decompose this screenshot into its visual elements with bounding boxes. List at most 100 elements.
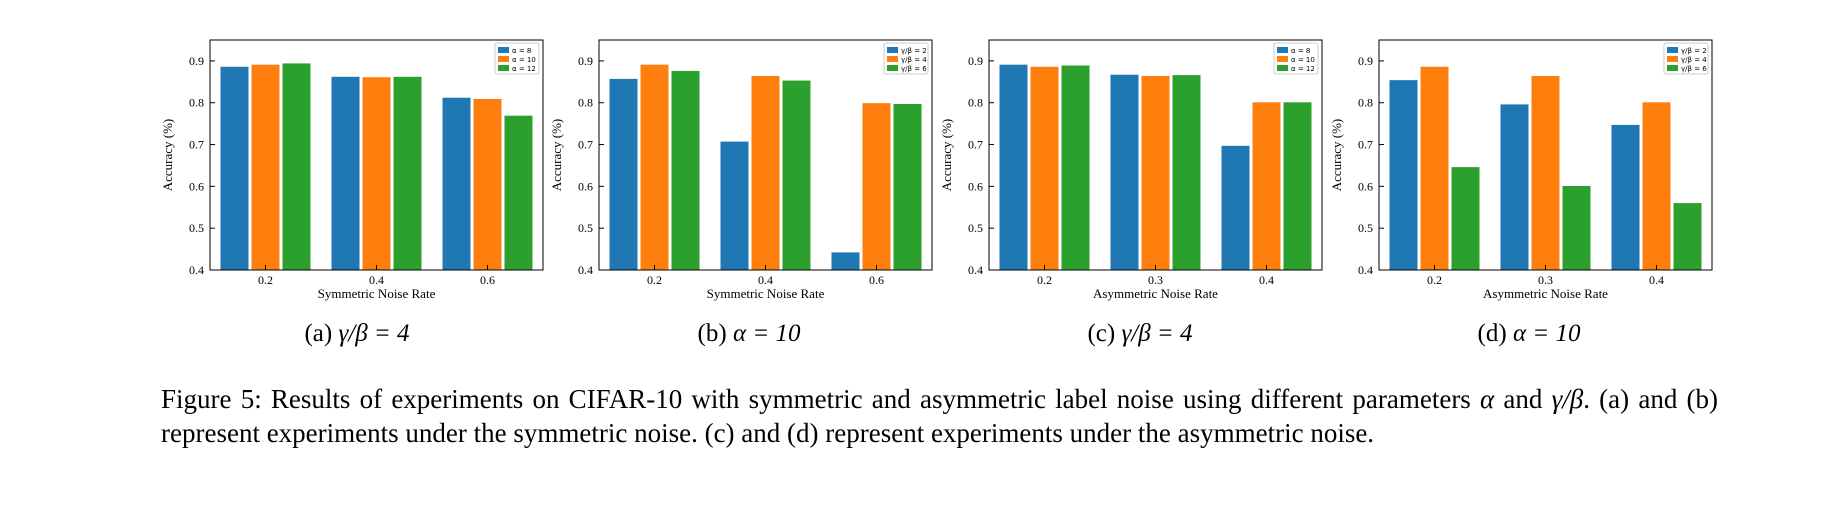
subcaption-a-math: γ/β = 4 [338,320,410,347]
xtick-label-b-0.4: 0.4 [758,273,773,287]
ytick-label-d-0.5: 0.5 [1358,221,1373,235]
bar-a-s1-0.4 [331,76,360,270]
x-axis-label-a: Symmetric Noise Rate [318,286,436,301]
ytick-label-d-0.4: 0.4 [1358,263,1373,277]
bar-d-s3-0.2 [1451,167,1480,270]
legend-label-d-2: γ/β = 4 [1681,56,1707,64]
legend-swatch-a-3 [498,65,509,71]
bar-b-s2-0.6 [862,103,891,271]
xtick-label-d-0.4: 0.4 [1649,273,1664,287]
bar-d-s3-0.3 [1562,185,1591,270]
ytick-label-c-0.6: 0.6 [968,179,983,193]
legend-d: γ/β = 2γ/β = 4γ/β = 6 [1663,42,1709,75]
y-axis-label-c: Accuracy (%) [939,119,954,192]
legend-swatch-d-1 [1667,47,1678,53]
subcaption-c-math: γ/β = 4 [1121,320,1193,347]
y-axis-label-a: Accuracy (%) [160,119,175,192]
bar-a-s2-0.4 [362,77,391,270]
xtick-label-c-0.3: 0.3 [1148,273,1163,287]
ytick-label-a-0.5: 0.5 [189,221,204,235]
legend-label-c-3: α = 12 [1291,65,1315,73]
bar-b-s1-0.2 [609,78,638,271]
bar-b-s3-0.6 [893,103,922,271]
y-axis-label-d: Accuracy (%) [1329,119,1344,192]
legend-a: α = 8α = 10α = 12 [494,42,540,75]
xtick-label-a-0.6: 0.6 [480,273,495,287]
ytick-label-a-0.9: 0.9 [189,54,204,68]
caption-part-3: . (a) and (b) represent experiments unde… [161,384,1719,448]
ytick-label-a-0.6: 0.6 [189,179,204,193]
subcaption-d: (d) α = 10 [1359,320,1699,348]
legend-swatch-d-3 [1667,65,1678,71]
xtick-label-b-0.6: 0.6 [869,273,884,287]
caption-math-gamma-beta: γ/β [1551,384,1584,414]
legend-swatch-c-2 [1277,56,1288,62]
caption-part-2: and [1494,384,1552,414]
bar-c-s2-0.4 [1252,102,1281,271]
legend-label-b-2: γ/β = 4 [901,56,927,64]
legend-swatch-a-2 [498,56,509,62]
xtick-label-d-0.3: 0.3 [1538,273,1553,287]
bar-c-s3-0.4 [1283,102,1312,271]
caption-math-alpha: α [1480,384,1495,414]
bar-b-s1-0.6 [831,252,860,270]
charts-canvas: 0.4 0.5 0.6 0.7 0.8 0.9 0.2 0.4 0.6 Symmetric Noi… [160,39,1713,301]
legend-label-a-1: α = 8 [512,47,531,55]
legend-label-a-2: α = 10 [512,56,536,64]
ytick-label-c-0.5: 0.5 [968,221,983,235]
legend-swatch-a-1 [498,47,509,53]
legend-swatch-b-1 [887,47,898,53]
ytick-label-b-0.6: 0.6 [578,179,593,193]
bar-a-s3-0.6 [504,115,533,270]
bar-a-s3-0.2 [282,63,311,270]
bar-d-s1-0.3 [1500,104,1529,271]
ytick-label-b-0.7: 0.7 [578,138,593,152]
bar-d-s2-0.4 [1642,102,1671,271]
bar-b-s1-0.4 [720,141,749,270]
ytick-label-c-0.4: 0.4 [968,263,983,277]
bar-a-s1-0.6 [442,97,471,270]
bar-c-s2-0.3 [1141,75,1170,270]
legend-swatch-b-3 [887,65,898,71]
legend-label-a-3: α = 12 [512,65,536,73]
ytick-label-b-0.4: 0.4 [578,263,593,277]
ytick-label-a-0.4: 0.4 [189,263,204,277]
chart-d: 0.4 0.5 0.6 0.7 0.8 0.9 0.2 0.3 0.4 Asymmetric No… [1329,39,1713,301]
bar-c-s2-0.2 [1030,66,1059,270]
xtick-label-a-0.2: 0.2 [258,273,273,287]
legend-label-c-1: α = 8 [1291,47,1310,55]
bar-c-s1-0.4 [1221,145,1250,270]
xtick-label-c-0.2: 0.2 [1037,273,1052,287]
bar-d-s2-0.3 [1531,75,1560,270]
bar-a-s1-0.2 [220,66,249,270]
bar-d-s2-0.2 [1420,66,1449,270]
x-axis-label-d: Asymmetric Noise Rate [1483,286,1608,301]
legend-swatch-c-1 [1277,47,1288,53]
x-axis-label-b: Symmetric Noise Rate [707,286,825,301]
ytick-label-b-0.9: 0.9 [578,54,593,68]
legend-swatch-c-3 [1277,65,1288,71]
bar-a-s2-0.6 [473,98,502,270]
subcaption-d-math: α = 10 [1512,320,1581,347]
bar-c-s3-0.3 [1172,75,1201,270]
ytick-label-b-0.5: 0.5 [578,221,593,235]
chart-c: 0.4 0.5 0.6 0.7 0.8 0.9 0.2 0.3 0.4 Asymmetric No… [939,39,1323,301]
ytick-label-d-0.8: 0.8 [1358,96,1373,110]
ytick-label-b-0.8: 0.8 [578,96,593,110]
legend-label-d-3: γ/β = 6 [1681,65,1707,73]
subcaption-b-tag: (b) [697,320,733,347]
xtick-label-a-0.4: 0.4 [369,273,384,287]
ytick-label-d-0.7: 0.7 [1358,138,1373,152]
ytick-label-d-0.6: 0.6 [1358,179,1373,193]
legend-swatch-d-2 [1667,56,1678,62]
bar-d-s1-0.2 [1389,80,1418,271]
ytick-label-a-0.7: 0.7 [189,138,204,152]
legend-label-d-1: γ/β = 2 [1681,47,1707,55]
subcaption-b-math: α = 10 [732,320,801,347]
subcaption-a: (a) γ/β = 4 [187,320,527,348]
ytick-label-a-0.8: 0.8 [189,96,204,110]
xtick-label-c-0.4: 0.4 [1259,273,1274,287]
xtick-label-d-0.2: 0.2 [1427,273,1442,287]
subcaption-d-tag: (d) [1477,320,1513,347]
